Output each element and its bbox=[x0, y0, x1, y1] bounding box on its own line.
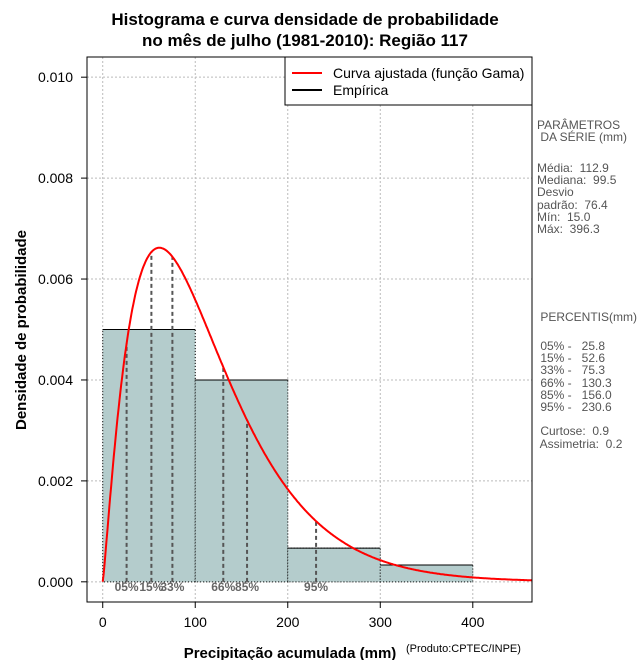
legend-box bbox=[284, 56, 533, 106]
percentile-label: 85% bbox=[235, 580, 259, 594]
percentile-label: 33% bbox=[160, 580, 184, 594]
x-tick-label: 400 bbox=[461, 614, 485, 630]
chart-subtitle: no mês de julho (1981-2010): Região 117 bbox=[142, 31, 468, 50]
y-tick-label: 0.008 bbox=[38, 170, 73, 186]
histogram-bar bbox=[379, 564, 474, 583]
histogram-bar bbox=[102, 329, 196, 583]
x-tick-label: 100 bbox=[184, 614, 208, 630]
y-tick-label: 0.004 bbox=[38, 372, 73, 388]
percentile-label: 05% bbox=[115, 580, 139, 594]
percentis-values: 05% - 25.8 15% - 52.6 33% - 75.3 66% - 1… bbox=[539, 339, 623, 451]
legend-label: Curva ajustada (função Gama) bbox=[333, 65, 524, 81]
x-tick-label: 200 bbox=[276, 614, 300, 630]
histogram-bar bbox=[194, 379, 289, 583]
histogram-bar bbox=[287, 547, 381, 583]
gamma-curve bbox=[101, 246, 532, 582]
percentile-label: 66% bbox=[211, 580, 235, 594]
y-axis-label: Densidade de probabilidade bbox=[13, 230, 30, 430]
y-tick-label: 0.010 bbox=[38, 69, 73, 85]
chart-title: Histograma e curva densidade de probabil… bbox=[111, 10, 498, 29]
y-tick-label: 0.000 bbox=[38, 574, 73, 590]
x-axis-note: (Produto:CPTEC/INPE) bbox=[406, 643, 521, 655]
x-axis-label: Precipitação acumulada (mm) bbox=[184, 645, 397, 660]
percentile-label: 95% bbox=[304, 580, 328, 594]
x-tick-label: 300 bbox=[369, 614, 393, 630]
x-tick-label: 0 bbox=[99, 614, 107, 630]
percentis-title: PERCENTIS(mm) bbox=[537, 310, 637, 324]
y-tick-label: 0.006 bbox=[38, 271, 73, 287]
percentile-label: 15% bbox=[139, 580, 163, 594]
legend-label: Empírica bbox=[333, 82, 388, 98]
params-title: PARÂMETROS DA SÉRIE (mm) bbox=[537, 118, 628, 145]
params-values: Média: 112.9 Mediana: 99.5 Desvio padrão… bbox=[537, 161, 617, 237]
y-tick-label: 0.002 bbox=[38, 473, 73, 489]
